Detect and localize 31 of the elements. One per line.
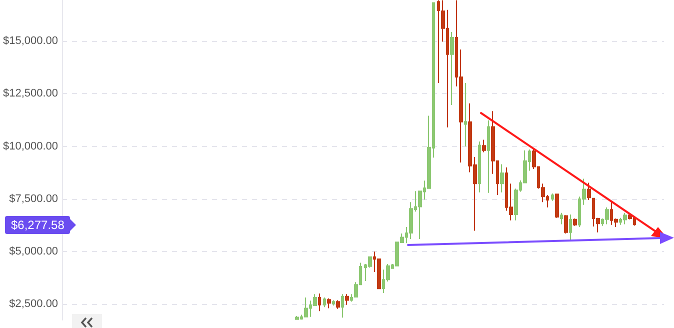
candlestick [341, 294, 344, 318]
y-tick-label: $15,000.00 [2, 35, 58, 48]
candlestick [304, 296, 308, 318]
candlestick [332, 300, 335, 306]
candlestick [295, 316, 299, 320]
candlestick [482, 139, 486, 153]
y-tick-label: $5,000.00 [9, 246, 58, 258]
y-tick-label: $7,500.00 [9, 192, 58, 205]
candlestick [336, 300, 340, 310]
candlestick [623, 212, 627, 225]
y-tick-label: $2,500.00 [9, 298, 58, 310]
candlestick [327, 298, 331, 309]
candlestick [551, 192, 554, 202]
candlestick [560, 212, 563, 225]
annotation: $6,277.58 [5, 216, 70, 234]
candlestick [555, 194, 559, 218]
candlestick [573, 218, 577, 226]
candlestick [500, 164, 504, 193]
candlestick [564, 214, 568, 234]
candlestick [345, 294, 349, 306]
candlestick [605, 206, 609, 225]
candlestick [478, 140, 481, 193]
candlestick [323, 296, 326, 308]
candlestick [487, 120, 490, 194]
candlestick [587, 182, 591, 200]
candlestick [464, 82, 467, 147]
candlestick [450, 32, 454, 106]
y-tick-label: $10,000.00 [2, 140, 58, 152]
y-tick-label: $12,500.00 [2, 88, 58, 100]
candlestick [569, 214, 572, 240]
candlestick [318, 292, 321, 312]
